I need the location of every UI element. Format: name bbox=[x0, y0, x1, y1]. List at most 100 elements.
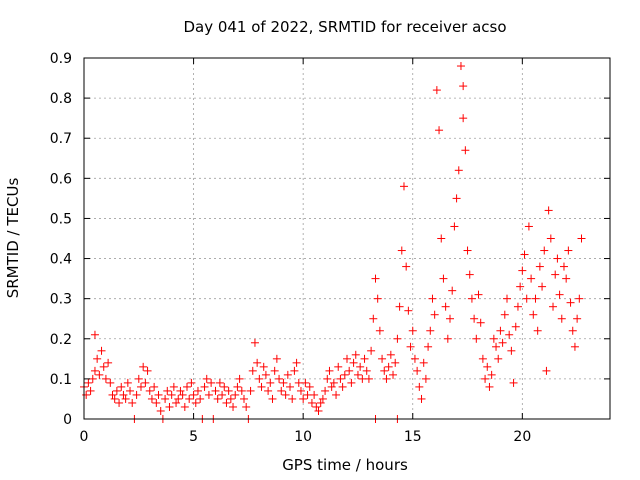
data-point bbox=[559, 262, 568, 271]
data-point bbox=[367, 346, 376, 355]
data-point bbox=[90, 330, 99, 339]
data-point bbox=[281, 390, 290, 399]
data-point bbox=[516, 282, 525, 291]
data-point bbox=[373, 294, 382, 303]
data-point bbox=[126, 386, 135, 395]
data-point bbox=[450, 222, 459, 231]
data-point bbox=[476, 318, 485, 327]
data-point bbox=[172, 398, 181, 407]
data-point bbox=[553, 254, 562, 263]
data-point bbox=[454, 166, 463, 175]
data-point bbox=[375, 326, 384, 335]
data-point bbox=[531, 294, 540, 303]
y-tick-label: 0 bbox=[63, 412, 72, 428]
data-point bbox=[231, 390, 240, 399]
data-point bbox=[204, 390, 213, 399]
data-point bbox=[435, 126, 444, 135]
data-point bbox=[386, 350, 395, 359]
data-point bbox=[378, 354, 387, 363]
data-point bbox=[334, 362, 343, 371]
data-point bbox=[108, 390, 117, 399]
data-point bbox=[351, 350, 360, 359]
x-axis-label: GPS time / hours bbox=[282, 456, 408, 474]
y-tick-label: 0.4 bbox=[50, 252, 72, 268]
data-point bbox=[329, 378, 338, 387]
data-point bbox=[432, 86, 441, 95]
data-point bbox=[397, 246, 406, 255]
data-point bbox=[169, 382, 178, 391]
data-point bbox=[154, 390, 163, 399]
data-point bbox=[430, 310, 439, 319]
data-point bbox=[101, 374, 110, 383]
data-point bbox=[165, 402, 174, 411]
data-point bbox=[191, 398, 200, 407]
data-point bbox=[132, 390, 141, 399]
data-point bbox=[183, 382, 192, 391]
data-point bbox=[292, 358, 301, 367]
data-point bbox=[562, 274, 571, 283]
data-point bbox=[380, 366, 389, 375]
data-point bbox=[577, 234, 586, 243]
data-point bbox=[143, 366, 152, 375]
data-point bbox=[106, 378, 115, 387]
data-point bbox=[196, 394, 205, 403]
data-point bbox=[570, 342, 579, 351]
y-tick-label: 0.2 bbox=[50, 332, 72, 348]
data-point bbox=[97, 346, 106, 355]
data-point bbox=[384, 362, 393, 371]
data-point bbox=[415, 382, 424, 391]
data-point bbox=[535, 262, 544, 271]
data-point bbox=[524, 222, 533, 231]
data-point bbox=[349, 358, 358, 367]
data-point bbox=[485, 382, 494, 391]
data-point bbox=[226, 394, 235, 403]
data-point bbox=[253, 358, 262, 367]
data-point bbox=[316, 398, 325, 407]
data-point bbox=[152, 398, 161, 407]
data-point bbox=[134, 374, 143, 383]
data-point bbox=[145, 386, 154, 395]
data-point bbox=[568, 326, 577, 335]
data-point bbox=[86, 386, 95, 395]
y-tick-label: 0.8 bbox=[50, 91, 72, 107]
data-point bbox=[207, 378, 216, 387]
data-point bbox=[428, 294, 437, 303]
data-point bbox=[327, 382, 336, 391]
data-point bbox=[389, 370, 398, 379]
data-point bbox=[257, 382, 266, 391]
data-point bbox=[161, 394, 170, 403]
data-point bbox=[290, 366, 299, 375]
y-tick-label: 0.7 bbox=[50, 131, 72, 147]
data-point bbox=[343, 354, 351, 363]
data-point bbox=[147, 394, 156, 403]
data-point bbox=[353, 370, 362, 379]
data-point bbox=[498, 338, 507, 347]
data-point bbox=[478, 354, 487, 363]
data-point bbox=[211, 386, 220, 395]
data-point bbox=[312, 402, 321, 411]
data-point bbox=[112, 386, 121, 395]
data-point bbox=[483, 362, 492, 371]
data-point bbox=[507, 346, 516, 355]
data-point bbox=[95, 370, 104, 379]
data-point bbox=[467, 294, 476, 303]
data-point bbox=[340, 370, 349, 379]
data-point bbox=[369, 314, 378, 323]
data-point bbox=[318, 394, 327, 403]
x-tick-label: 0 bbox=[80, 429, 89, 445]
data-point bbox=[264, 386, 273, 395]
data-point bbox=[474, 290, 483, 299]
data-point bbox=[193, 386, 202, 395]
data-point bbox=[180, 402, 189, 411]
data-point bbox=[551, 270, 560, 279]
data-point bbox=[187, 378, 196, 387]
data-point bbox=[575, 294, 584, 303]
data-point bbox=[246, 386, 255, 395]
y-tick-label: 0.3 bbox=[50, 292, 72, 308]
data-point bbox=[305, 382, 314, 391]
data-point bbox=[520, 250, 529, 259]
data-point bbox=[505, 330, 514, 339]
data-point bbox=[215, 378, 224, 387]
data-point bbox=[84, 378, 93, 387]
data-point bbox=[461, 146, 470, 155]
